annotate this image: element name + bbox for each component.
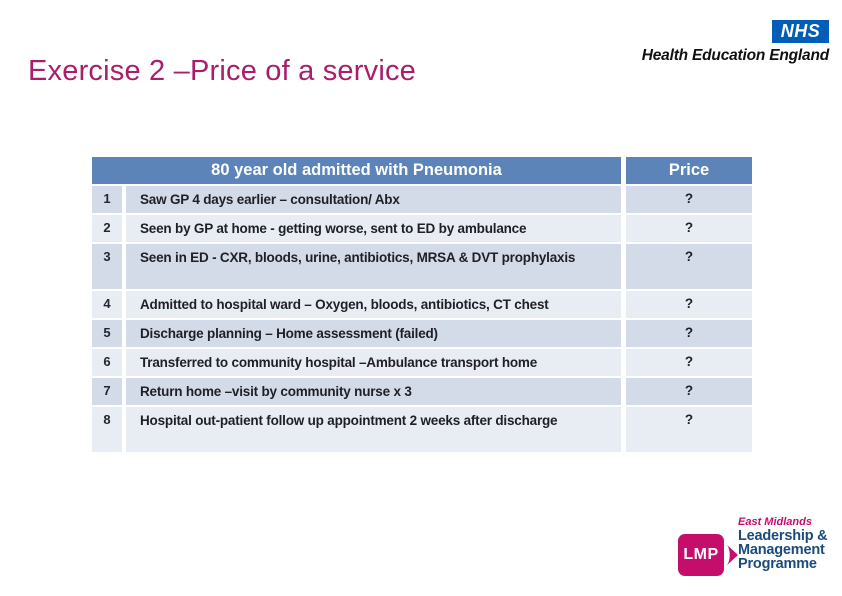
row-description: Transferred to community hospital –Ambul… [126, 349, 621, 376]
row-number: 6 [92, 349, 122, 376]
row-price: ? [626, 378, 752, 405]
row-description: Discharge planning – Home assessment (fa… [126, 320, 621, 347]
table-row: 1 Saw GP 4 days earlier – consultation/ … [92, 186, 752, 213]
row-price: ? [626, 349, 752, 376]
row-number: 8 [92, 407, 122, 452]
lmp-logo: LMP East Midlands Leadership & Managemen… [676, 513, 836, 591]
table-row: 5 Discharge planning – Home assessment (… [92, 320, 752, 347]
row-number: 7 [92, 378, 122, 405]
row-description: Seen in ED - CXR, bloods, urine, antibio… [126, 244, 621, 289]
table-header-row: 80 year old admitted with Pneumonia Pric… [92, 157, 752, 184]
price-table: 80 year old admitted with Pneumonia Pric… [92, 157, 752, 454]
page-title: Exercise 2 –Price of a service [28, 55, 416, 87]
nhs-logo: NHS Health Education England [609, 20, 829, 65]
row-number: 4 [92, 291, 122, 318]
lmp-line-3: Programme [738, 555, 817, 572]
chevron-right-icon [726, 544, 738, 566]
row-price: ? [626, 407, 752, 452]
table-row: 8 Hospital out-patient follow up appoint… [92, 407, 752, 452]
table-row: 3 Seen in ED - CXR, bloods, urine, antib… [92, 244, 752, 289]
table-header-title: 80 year old admitted with Pneumonia [92, 157, 621, 184]
row-description: Saw GP 4 days earlier – consultation/ Ab… [126, 186, 621, 213]
table-row: 7 Return home –visit by community nurse … [92, 378, 752, 405]
row-price: ? [626, 215, 752, 242]
table-row: 6 Transferred to community hospital –Amb… [92, 349, 752, 376]
lmp-wordmark: East Midlands Leadership & Management Pr… [738, 516, 828, 572]
row-description: Admitted to hospital ward – Oxygen, bloo… [126, 291, 621, 318]
row-description: Seen by GP at home - getting worse, sent… [126, 215, 621, 242]
row-price: ? [626, 244, 752, 289]
table-row: 2 Seen by GP at home - getting worse, se… [92, 215, 752, 242]
row-description: Hospital out-patient follow up appointme… [126, 407, 621, 452]
lmp-line-2: Management [738, 541, 825, 558]
lmp-line-1: Leadership & [738, 528, 828, 544]
lmp-region: East Midlands [738, 516, 812, 528]
row-number: 2 [92, 215, 122, 242]
row-price: ? [626, 186, 752, 213]
nhs-icon: NHS [772, 20, 829, 43]
row-price: ? [626, 320, 752, 347]
row-price: ? [626, 291, 752, 318]
row-description: Return home –visit by community nurse x … [126, 378, 621, 405]
table-header-price: Price [626, 157, 752, 184]
row-number: 1 [92, 186, 122, 213]
table-row: 4 Admitted to hospital ward – Oxygen, bl… [92, 291, 752, 318]
lmp-badge: LMP [678, 534, 724, 576]
nhs-org-name: Health Education England [641, 47, 829, 64]
row-number: 3 [92, 244, 122, 289]
row-number: 5 [92, 320, 122, 347]
